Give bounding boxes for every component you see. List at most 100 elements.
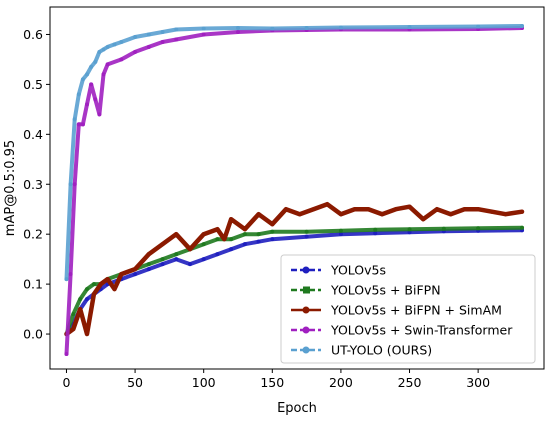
series-2 [64,201,525,337]
data-point [338,212,343,217]
x-tick-label: 200 [329,375,353,390]
data-point [101,72,106,77]
data-point [304,25,309,30]
legend-label: YOLOv5s + Swin-Transformer [330,323,513,338]
data-point [476,24,481,29]
data-point [146,267,151,272]
data-point [78,297,83,302]
y-tick-label: 0.6 [23,27,43,42]
data-point [105,44,110,49]
legend: YOLOv5s YOLOv5s + BiFPN YOLOv5s + BiFPN + … [280,254,536,364]
data-point [133,49,138,54]
data-point [366,207,371,212]
data-point [215,252,220,257]
data-point [174,37,179,42]
legend-swatch-marker [302,306,310,314]
data-point [215,237,220,242]
data-point [119,272,124,277]
data-point [71,327,76,332]
data-point [284,207,289,212]
data-point [160,39,165,44]
data-point [85,297,90,302]
data-point [112,42,117,47]
data-point [160,262,165,267]
data-point [133,34,138,39]
data-point [174,27,179,32]
data-point [304,229,309,234]
data-point [93,59,98,64]
data-point [325,202,330,207]
data-point [270,229,275,234]
data-point [133,267,138,272]
x-tick-label: 50 [127,375,143,390]
data-point [520,209,525,214]
y-tick-label: 0.3 [23,177,43,192]
data-point [373,231,378,236]
data-point [64,277,69,282]
series-4 [64,23,525,282]
data-point [91,292,96,297]
data-point [91,282,96,287]
data-point [270,222,275,227]
data-point [112,287,117,292]
data-point [72,182,77,187]
data-point [297,212,302,217]
data-point [160,242,165,247]
data-point [101,47,106,52]
data-point [89,82,94,87]
y-tick-label: 0.2 [23,227,43,242]
data-point [352,207,357,212]
data-point [338,232,343,237]
data-point [201,242,206,247]
data-point [229,247,234,252]
data-point [441,226,446,231]
data-point [119,57,124,62]
data-point [146,32,151,37]
data-point [256,232,261,237]
legend-label: YOLOv5s + BiFPN [330,283,441,298]
data-point [105,277,110,282]
legend-box [280,254,536,364]
legend-label: YOLOv5s [330,263,386,278]
data-point [71,312,76,317]
data-point [242,232,247,237]
x-tick-label: 100 [192,375,216,390]
y-tick-label: 0.1 [23,277,43,292]
data-point [97,49,102,54]
data-point [304,234,309,239]
data-point [78,307,83,312]
data-point [72,117,77,122]
data-point [64,352,69,357]
data-point [174,252,179,257]
data-point [201,232,206,237]
y-tick-label: 0.5 [23,77,43,92]
data-point [235,25,240,30]
legend-swatch-marker [302,266,310,274]
data-point [133,272,138,277]
data-point [407,227,412,232]
data-point [201,32,206,37]
data-point [85,287,90,292]
y-tick-label: 0.4 [23,127,43,142]
data-point [338,228,343,233]
data-point [146,262,151,267]
data-point [187,247,192,252]
x-tick-label: 250 [398,375,422,390]
data-point [68,272,73,277]
data-point [187,262,192,267]
data-point [476,226,481,231]
y-tick-label: 0.0 [23,327,43,342]
data-point [338,25,343,30]
data-point [503,212,508,217]
data-point [222,237,227,242]
plot-frame [49,6,545,370]
series-line [64,24,524,282]
data-point [373,227,378,232]
x-axis-label: Epoch [277,401,317,416]
data-point [476,207,481,212]
data-point [229,237,234,242]
data-point [270,237,275,242]
data-point [462,207,467,212]
data-point [80,77,85,82]
